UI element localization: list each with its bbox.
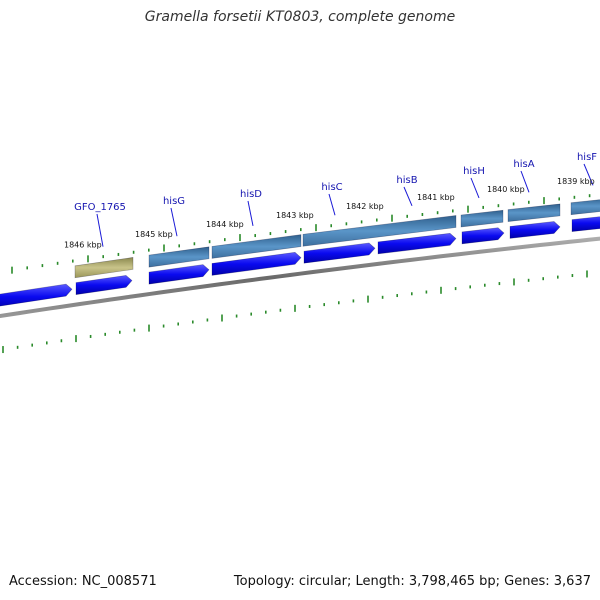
cds-arrow bbox=[571, 216, 600, 232]
label-layer: 1846 kbp 1845 kbp 1844 kbp 1843 kbp 1842 kbp… bbox=[64, 152, 597, 249]
cds-arrow bbox=[148, 264, 210, 285]
cds-track bbox=[0, 216, 600, 307]
kbp-tick-label: 1846 kbp bbox=[64, 240, 102, 249]
kbp-tick-label: 1839 kbp bbox=[557, 177, 595, 186]
gene-leader-line bbox=[328, 193, 336, 216]
gene-feature bbox=[507, 203, 561, 222]
gene-label: hisC bbox=[321, 182, 342, 193]
gene-leader-lines bbox=[96, 163, 594, 247]
gene-track bbox=[74, 199, 600, 279]
gene-feature bbox=[74, 257, 134, 279]
cds-arrow bbox=[0, 283, 73, 307]
gene-label: hisH bbox=[463, 166, 485, 177]
gene-feature bbox=[148, 246, 210, 268]
gene-label: hisF bbox=[577, 152, 597, 163]
kbp-tick-label: 1841 kbp bbox=[417, 193, 455, 202]
gene-leader-line bbox=[583, 163, 594, 186]
cds-arrow bbox=[377, 232, 457, 255]
gene-label: hisD bbox=[240, 189, 262, 200]
genome-backbone bbox=[0, 236, 600, 319]
kbp-tick-label: 1845 kbp bbox=[135, 230, 173, 239]
gene-leader-line bbox=[520, 170, 530, 193]
gene-label: hisG bbox=[163, 196, 185, 207]
gene-leader-line bbox=[170, 207, 178, 237]
accession-label: Accession: NC_008571 bbox=[9, 574, 157, 589]
gene-label: hisB bbox=[396, 175, 417, 186]
cds-arrow bbox=[211, 251, 302, 276]
gene-feature bbox=[302, 215, 457, 247]
cds-arrow bbox=[303, 242, 376, 264]
gene-leader-line bbox=[470, 177, 480, 199]
cds-arrow bbox=[75, 275, 133, 295]
kbp-tick-label: 1840 kbp bbox=[487, 185, 525, 194]
gene-label: hisA bbox=[513, 159, 534, 170]
cds-arrow bbox=[509, 221, 561, 239]
cds-arrow bbox=[461, 227, 505, 245]
outer-tick-track bbox=[11, 194, 591, 274]
gene-leader-line bbox=[247, 200, 254, 226]
backbone-line bbox=[0, 236, 600, 319]
map-title: Gramella forsetii KT0803, complete genom… bbox=[144, 9, 456, 25]
gene-leader-line bbox=[403, 186, 413, 206]
gene-feature bbox=[460, 209, 504, 228]
gene-label: GFO_1765 bbox=[74, 202, 126, 213]
inner-tick-track bbox=[2, 270, 588, 354]
kbp-tick-label: 1843 kbp bbox=[276, 211, 314, 220]
gene-feature bbox=[211, 234, 302, 259]
genome-summary: Topology: circular; Length: 3,798,465 bp… bbox=[233, 574, 591, 589]
gene-feature bbox=[570, 199, 600, 216]
kbp-tick-label: 1844 kbp bbox=[206, 220, 244, 229]
gene-leader-line bbox=[96, 213, 104, 247]
kbp-tick-label: 1842 kbp bbox=[346, 202, 384, 211]
